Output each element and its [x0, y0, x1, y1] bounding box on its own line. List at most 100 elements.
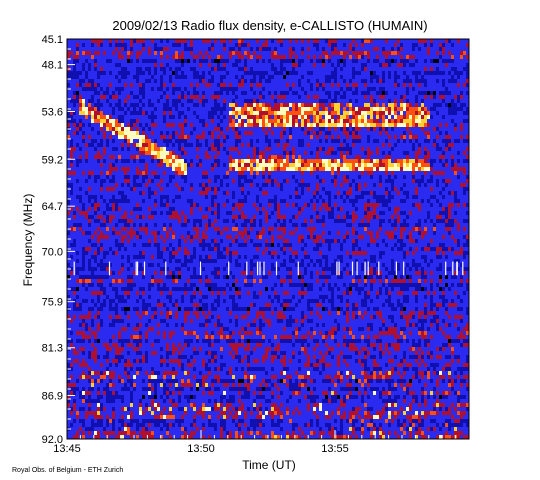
spectrogram-cell: [280, 115, 283, 119]
spectrogram-cell: [373, 47, 376, 51]
spectrogram-cell: [109, 47, 112, 51]
spectrogram-cell: [445, 131, 448, 135]
spectrogram-cell: [280, 135, 283, 139]
spectrogram-cell: [262, 171, 265, 175]
spectrogram-cell: [115, 43, 118, 47]
spectrogram-cell: [463, 71, 466, 75]
spectrogram-cell: [295, 95, 298, 99]
spectrogram-cell: [310, 167, 313, 171]
spectrogram-cell: [253, 47, 256, 51]
spectrogram-cell: [304, 163, 307, 167]
spectrogram-cell: [271, 147, 274, 151]
spectrogram-cell: [268, 155, 271, 159]
spectrogram-cell: [364, 151, 367, 155]
spectrogram-cell: [163, 139, 166, 143]
spectrogram-cell: [148, 47, 151, 51]
spectrogram-cell: [427, 75, 430, 79]
spectrogram-cell: [310, 123, 313, 127]
spectrogram-cell: [394, 127, 397, 131]
spectrogram-cell: [121, 119, 124, 123]
spectrogram-cell: [97, 159, 100, 163]
spectrogram-cell: [451, 179, 454, 183]
spectrogram-cell: [85, 63, 88, 67]
spectrogram-cell: [247, 143, 250, 147]
spectrogram-cell: [427, 39, 430, 43]
spectrogram-cell: [448, 159, 451, 163]
spectrogram-cell: [253, 111, 256, 115]
spectrogram-cell: [448, 127, 451, 131]
spectrogram-cell: [460, 111, 463, 115]
spectrogram-cell: [232, 99, 235, 103]
spectrogram-cell: [94, 71, 97, 75]
spectrogram-cell: [370, 147, 373, 151]
spectrogram-cell: [265, 159, 268, 163]
spectrogram-cell: [103, 135, 106, 139]
spectrogram-cell: [409, 115, 412, 119]
spectrogram-cell: [454, 95, 457, 99]
spectrogram-cell: [388, 131, 391, 135]
spectrogram-cell: [271, 51, 274, 55]
spectrogram-cell: [226, 107, 229, 111]
spectrogram-cell: [178, 179, 181, 183]
spectrogram-cell: [382, 115, 385, 119]
spectrogram-cell: [310, 39, 313, 43]
spectrogram-cell: [112, 43, 115, 47]
spectrogram-cell: [229, 39, 232, 43]
spectrogram-cell: [436, 91, 439, 95]
spectrogram-cell: [316, 43, 319, 47]
spectrogram-cell: [184, 87, 187, 91]
spectrogram-cell: [430, 183, 433, 187]
spectrogram-cell: [157, 119, 160, 123]
spectrogram-cell: [76, 43, 79, 47]
spectrogram-cell: [85, 67, 88, 71]
spectrogram-cell: [457, 139, 460, 143]
spectrogram-cell: [169, 47, 172, 51]
spectrogram-cell: [313, 43, 316, 47]
spectrogram-cell: [217, 139, 220, 143]
spectrogram-cell: [238, 63, 241, 67]
spectrogram-cell: [94, 111, 97, 115]
spectrogram-cell: [154, 167, 157, 171]
spectrogram-cell: [397, 99, 400, 103]
spectrogram-cell: [289, 91, 292, 95]
spectrogram-cell: [382, 171, 385, 175]
spectrogram-cell: [238, 99, 241, 103]
spectrogram-cell: [382, 147, 385, 151]
spectrogram-cell: [457, 131, 460, 135]
spectrogram-cell: [352, 39, 355, 43]
spectrogram-cell: [463, 47, 466, 51]
spectrogram-cell: [166, 111, 169, 115]
spectrogram-cell: [424, 51, 427, 55]
spectrogram-cell: [400, 179, 403, 183]
spectrogram-cell: [433, 147, 436, 151]
spectrogram-cell: [289, 179, 292, 183]
spectrogram-cell: [286, 39, 289, 43]
spectrogram-cell: [418, 139, 421, 143]
spectrogram-cell: [403, 143, 406, 147]
spectrogram-cell: [145, 59, 148, 63]
spectrogram-cell: [163, 119, 166, 123]
spectrogram-cell: [424, 115, 427, 119]
spectrogram-cell: [103, 47, 106, 51]
spectrogram-cell: [148, 75, 151, 79]
spectrogram-cell: [349, 43, 352, 47]
spectrogram-cell: [445, 63, 448, 67]
spectrogram-cell: [124, 167, 127, 171]
spectrogram-cell: [280, 179, 283, 183]
spectrogram-cell: [349, 107, 352, 111]
spectrogram-cell: [271, 95, 274, 99]
spectrogram-cell: [238, 175, 241, 179]
spectrogram-cell: [310, 159, 313, 163]
spectrogram-cell: [193, 47, 196, 51]
spectrogram-cell: [286, 79, 289, 83]
spectrogram-cell: [160, 75, 163, 79]
spectrogram-cell: [277, 183, 280, 187]
spectrogram-cell: [73, 107, 76, 111]
spectrogram-cell: [181, 179, 184, 183]
spectrogram-cell: [223, 171, 226, 175]
spectrogram-cell: [289, 107, 292, 111]
spectrogram-cell: [166, 123, 169, 127]
spectrogram-cell: [241, 107, 244, 111]
spectrogram-cell: [193, 171, 196, 175]
spectrogram-cell: [181, 39, 184, 43]
